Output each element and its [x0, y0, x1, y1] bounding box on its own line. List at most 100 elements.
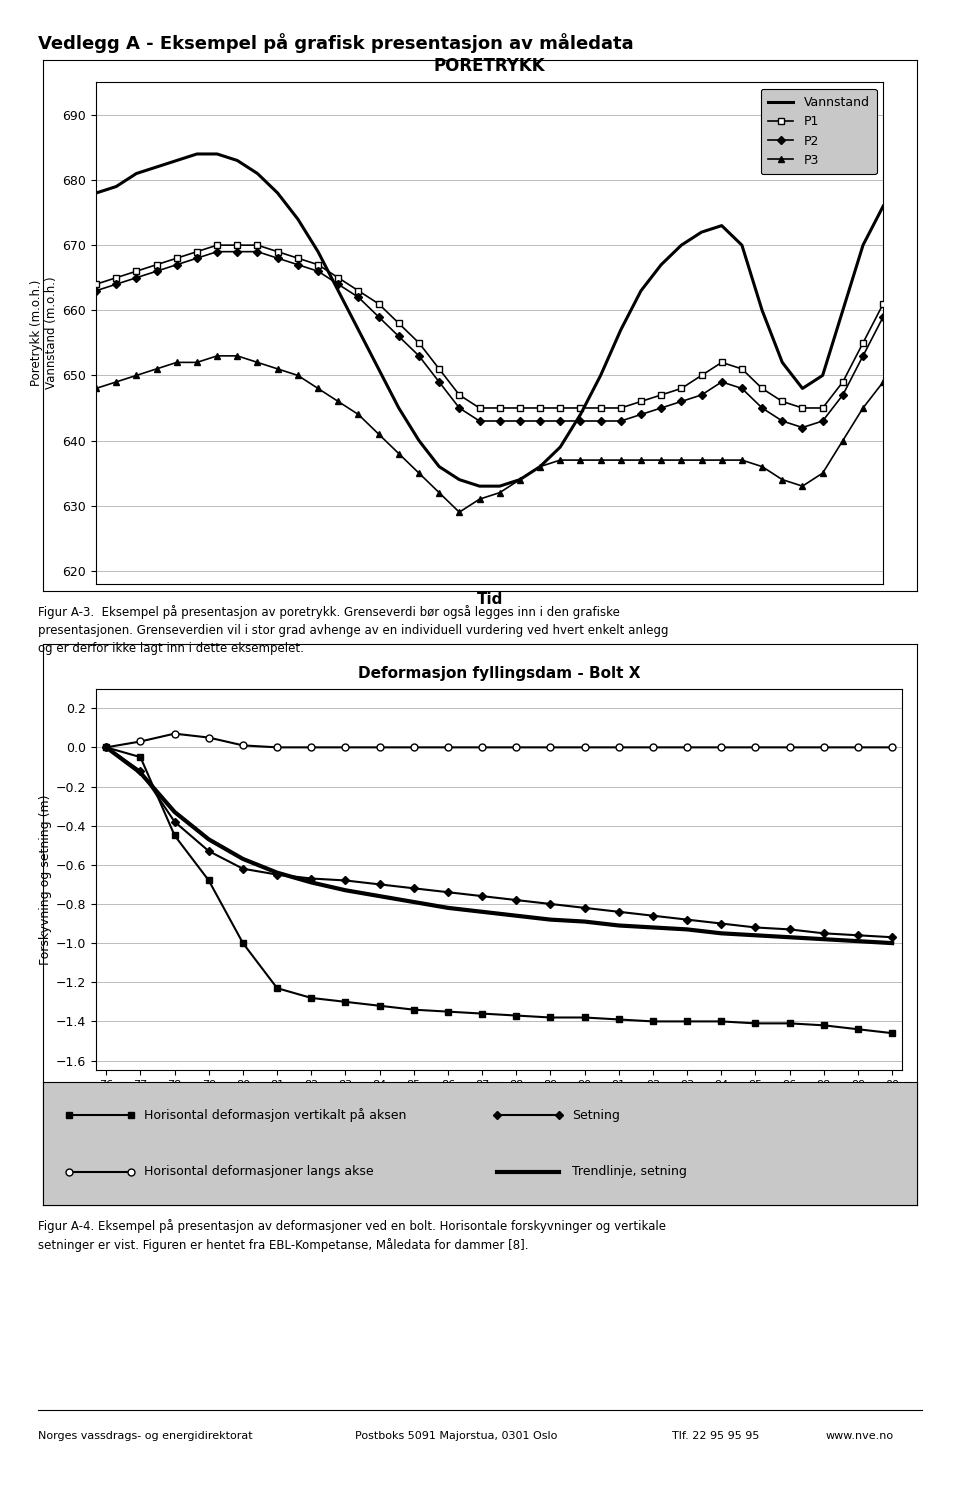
Vannstand	[494, 478, 506, 496]
Setning	[750, 919, 761, 937]
Horisontal deformasjon vertikalt på aksen	[305, 990, 317, 1007]
P3	[131, 367, 142, 385]
P2	[696, 386, 708, 404]
Setning	[682, 910, 693, 928]
P3	[494, 484, 506, 501]
P1	[615, 400, 627, 418]
P1	[575, 400, 587, 418]
Line: Horisontal deformasjoner langs akse: Horisontal deformasjoner langs akse	[103, 731, 896, 751]
Horisontal deformasjoner langs akse	[134, 732, 146, 750]
Trendlinje, setning	[476, 903, 488, 921]
P1	[777, 392, 788, 410]
Trendlinje, setning	[818, 930, 829, 948]
Text: Vedlegg A - Eksempel på grafisk presentasjon av måledata: Vedlegg A - Eksempel på grafisk presenta…	[38, 33, 634, 52]
Vannstand	[372, 359, 384, 377]
P2	[837, 386, 849, 404]
Horisontal deformasjoner langs akse	[237, 737, 249, 754]
P3	[575, 451, 587, 469]
Vannstand	[413, 431, 424, 449]
Vannstand	[231, 151, 243, 169]
Trendlinje, setning	[272, 864, 283, 882]
P1	[555, 400, 566, 418]
P2	[777, 412, 788, 430]
Horisontal deformasjon vertikalt på aksen	[886, 1024, 898, 1042]
Vannstand	[211, 145, 223, 163]
P3	[231, 347, 243, 365]
Setning	[340, 871, 351, 889]
P2	[736, 379, 748, 397]
P2	[453, 400, 465, 418]
Trendlinje, setning	[682, 921, 693, 939]
Vannstand	[857, 237, 869, 254]
Text: www.nve.no: www.nve.no	[826, 1431, 894, 1442]
Horisontal deformasjoner langs akse	[272, 738, 283, 756]
P1	[433, 359, 444, 377]
P2	[312, 262, 324, 280]
Trendlinje, setning	[852, 933, 864, 951]
Horisontal deformasjon vertikalt på aksen	[682, 1012, 693, 1030]
Vannstand	[777, 353, 788, 371]
Vannstand	[877, 198, 889, 216]
Setning	[715, 915, 727, 933]
Horisontal deformasjoner langs akse	[373, 738, 385, 756]
Vannstand	[332, 281, 344, 299]
Y-axis label: Forskyvning og setning (m): Forskyvning og setning (m)	[38, 795, 52, 964]
Horisontal deformasjoner langs akse	[476, 738, 488, 756]
Horisontal deformasjoner langs akse	[305, 738, 317, 756]
P2	[676, 392, 687, 410]
P3	[817, 464, 828, 482]
P2	[171, 256, 182, 274]
P3	[636, 451, 647, 469]
P2	[575, 412, 587, 430]
P1	[857, 334, 869, 352]
P2	[535, 412, 546, 430]
P1	[636, 392, 647, 410]
Setning	[544, 895, 556, 913]
Y-axis label: Poretrykk (m.o.h.)
Vannstand (m.o.h.): Poretrykk (m.o.h.) Vannstand (m.o.h.)	[30, 277, 59, 389]
Horisontal deformasjoner langs akse	[818, 738, 829, 756]
P2	[393, 328, 404, 346]
Setning	[272, 865, 283, 883]
Horisontal deformasjon vertikalt på aksen	[647, 1012, 659, 1030]
P3	[473, 490, 485, 507]
Horisontal deformasjon vertikalt på aksen	[852, 1021, 864, 1039]
Setning	[886, 928, 898, 946]
P2	[151, 262, 162, 280]
Vannstand	[191, 145, 203, 163]
Horisontal deformasjon vertikalt på aksen	[476, 1004, 488, 1022]
P1	[696, 367, 708, 385]
P3	[433, 484, 444, 501]
Horisontal deformasjoner langs akse	[101, 738, 112, 756]
Trendlinje, setning	[784, 928, 796, 946]
P3	[676, 451, 687, 469]
P1	[151, 256, 162, 274]
Setning	[852, 927, 864, 945]
Setning	[818, 924, 829, 942]
Horisontal deformasjoner langs akse	[340, 738, 351, 756]
P2	[191, 249, 203, 266]
Horisontal deformasjoner langs akse	[852, 738, 864, 756]
Setning	[101, 738, 112, 756]
P3	[857, 400, 869, 418]
P2	[252, 243, 263, 260]
P1	[393, 314, 404, 332]
Line: P2: P2	[93, 249, 886, 430]
Horisontal deformasjoner langs akse	[511, 738, 522, 756]
Horisontal deformasjon vertikalt på aksen	[272, 979, 283, 997]
Horisontal deformasjon vertikalt på aksen	[613, 1010, 625, 1028]
Text: Setning: Setning	[572, 1109, 619, 1121]
Trendlinje, setning	[579, 913, 590, 931]
P3	[352, 406, 364, 424]
P2	[756, 400, 768, 418]
P1	[90, 275, 102, 293]
Horisontal deformasjon vertikalt på aksen	[340, 993, 351, 1010]
P2	[494, 412, 506, 430]
Setning	[443, 883, 454, 901]
Horisontal deformasjon vertikalt på aksen	[784, 1015, 796, 1033]
Vannstand	[292, 210, 303, 228]
Setning	[511, 891, 522, 909]
Vannstand	[817, 367, 828, 385]
Horisontal deformasjoner langs akse	[408, 738, 420, 756]
Horisontal deformasjon vertikalt på aksen	[443, 1003, 454, 1021]
Vannstand	[636, 281, 647, 299]
